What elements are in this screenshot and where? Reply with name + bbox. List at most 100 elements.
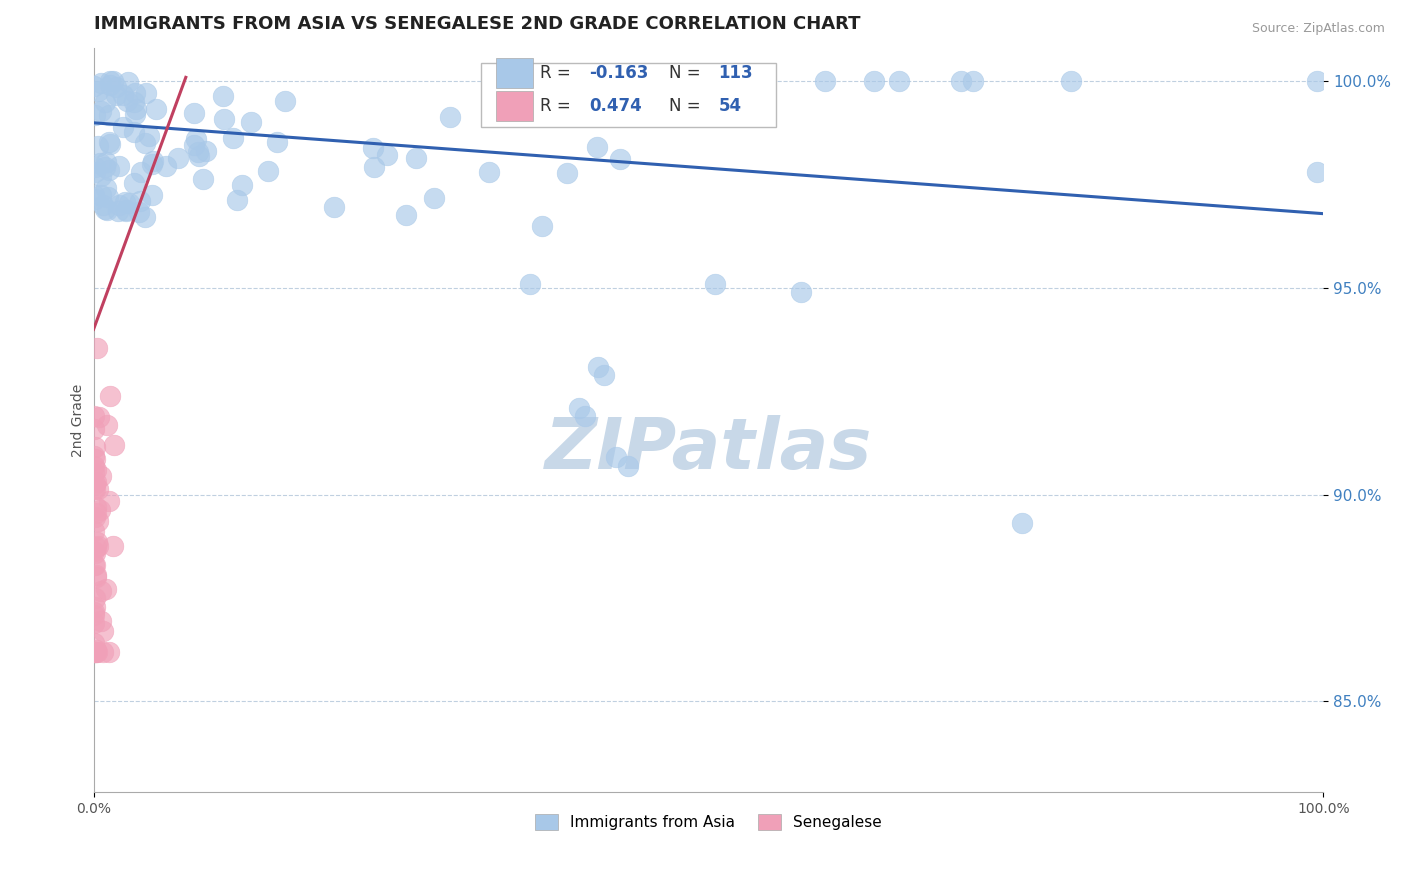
Point [114,194,136,209]
Point [141,187,163,202]
Point [519,277,541,291]
Point [83,606,105,620]
Point [84,506,107,520]
Point [586,359,609,374]
Point [122,95,145,109]
Point [84,591,107,605]
Point [222,131,245,145]
Point [104,87,127,102]
Point [111,88,134,103]
Point [609,152,631,166]
Point [83,422,105,436]
Point [141,157,163,171]
Point [83,164,105,178]
Point [115,203,138,218]
Point [83,608,105,623]
Point [84,546,107,560]
Point [184,132,207,146]
Point [134,136,156,151]
Point [211,88,233,103]
Point [195,144,218,158]
Point [962,74,984,88]
Point [124,86,146,100]
Point [86,644,108,658]
Point [122,177,145,191]
Point [97,190,120,204]
Point [145,102,167,116]
Point [142,153,165,168]
Point [887,74,910,88]
Point [84,463,107,477]
Point [94,161,117,175]
Point [86,482,108,496]
Point [97,493,120,508]
Point [593,368,616,382]
Point [605,450,627,465]
Point [90,614,112,628]
Point [214,112,236,126]
Point [117,75,139,89]
Point [83,558,105,573]
Point [94,202,117,217]
Point [124,107,146,121]
Point [439,110,461,124]
Point [949,74,972,88]
Point [90,584,112,599]
Point [134,210,156,224]
Point [1011,516,1033,531]
Point [84,509,107,524]
Point [86,475,108,490]
Point [90,103,112,118]
Point [422,191,444,205]
Point [98,108,121,122]
Point [187,145,209,159]
Point [83,644,105,658]
Point [83,644,105,658]
Point [363,161,385,175]
Point [87,410,110,425]
Point [84,160,107,174]
Point [97,135,120,149]
Point [96,417,118,432]
Point [84,108,107,122]
Point [84,440,107,454]
Point [83,450,105,464]
Text: ZIPatlas: ZIPatlas [544,416,872,484]
Point [225,193,247,207]
Text: Source: ZipAtlas.com: Source: ZipAtlas.com [1251,22,1385,36]
Point [187,149,209,163]
Point [108,198,131,212]
Point [90,76,112,90]
Point [1306,165,1329,179]
Point [814,74,837,88]
Point [91,198,114,212]
Point [273,94,295,108]
Point [405,152,427,166]
Text: 113: 113 [718,64,752,82]
Point [83,615,105,630]
Point [86,139,108,153]
Point [107,204,129,219]
Point [322,200,344,214]
Point [586,140,609,154]
Bar [496,91,533,120]
Point [98,74,121,88]
Point [117,94,139,108]
Point [496,81,519,95]
Point [98,389,121,403]
Point [363,141,385,155]
Point [83,188,105,202]
Point [104,80,127,95]
Point [83,644,105,658]
Bar [496,58,533,87]
Text: IMMIGRANTS FROM ASIA VS SENEGALESE 2ND GRADE CORRELATION CHART: IMMIGRANTS FROM ASIA VS SENEGALESE 2ND G… [94,15,860,33]
Point [94,95,117,110]
Point [84,570,107,584]
Text: 0.474: 0.474 [589,96,643,115]
Point [87,514,110,528]
Point [574,409,596,423]
Point [231,178,253,192]
Point [96,203,118,218]
Point [117,195,139,210]
Point [101,74,124,88]
